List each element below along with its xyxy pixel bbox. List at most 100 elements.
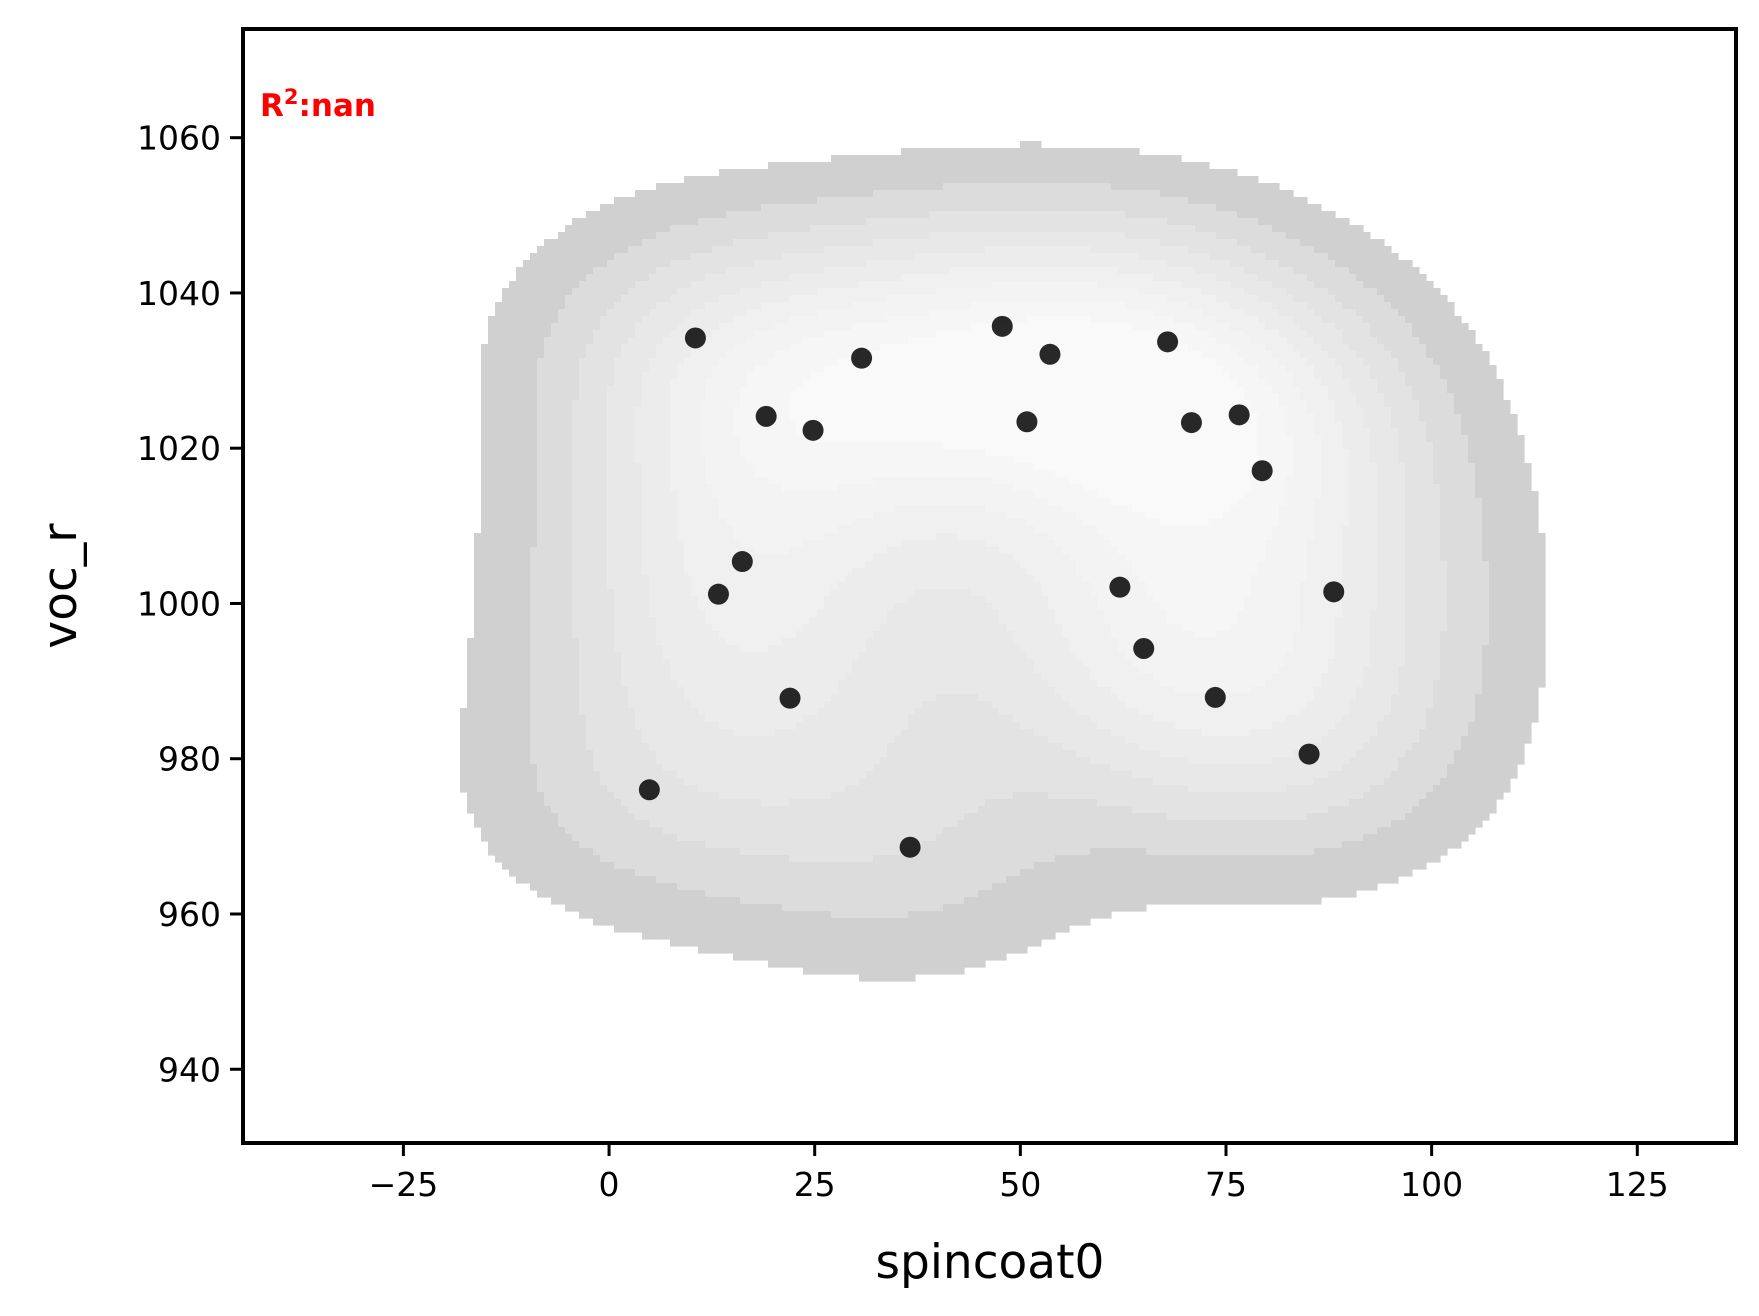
density-cell [929, 239, 937, 247]
density-cell [726, 274, 734, 282]
density-cell [1174, 281, 1182, 289]
density-cell [1447, 379, 1455, 387]
density-cell [1181, 232, 1189, 240]
density-cell [558, 295, 566, 303]
density-cell [1223, 204, 1231, 212]
density-cell [579, 344, 587, 352]
density-cell [712, 358, 720, 366]
density-cell [1118, 344, 1126, 352]
density-cell [1251, 365, 1259, 373]
density-cell [901, 407, 909, 415]
density-cell [761, 218, 769, 226]
density-cell [1349, 337, 1357, 345]
density-cell [908, 337, 916, 345]
density-cell [1335, 239, 1343, 247]
density-cell [1041, 211, 1049, 219]
density-cell [992, 351, 1000, 359]
density-cell [866, 197, 874, 205]
density-cell [726, 190, 734, 198]
density-cell [1202, 393, 1210, 401]
density-cell [824, 323, 832, 331]
density-cell [1097, 372, 1105, 380]
density-cell [1335, 316, 1343, 324]
density-cell [635, 274, 643, 282]
density-cell [719, 295, 727, 303]
density-cell [1300, 421, 1308, 429]
density-cell [523, 414, 531, 422]
density-cell [936, 204, 944, 212]
density-cell [824, 288, 832, 296]
density-cell [985, 155, 993, 163]
density-cell [656, 330, 664, 338]
density-cell [684, 288, 692, 296]
density-cell [971, 211, 979, 219]
density-cell [1405, 288, 1413, 296]
density-cell [656, 379, 664, 387]
density-cell [824, 162, 832, 170]
density-cell [663, 379, 671, 387]
density-cell [964, 358, 972, 366]
density-cell [1349, 400, 1357, 408]
density-cell [992, 379, 1000, 387]
density-cell [572, 372, 580, 380]
density-cell [1027, 379, 1035, 387]
density-cell [1237, 288, 1245, 296]
density-cell [1167, 365, 1175, 373]
density-cell [831, 204, 839, 212]
density-cell [1048, 379, 1056, 387]
density-cell [1300, 393, 1308, 401]
density-cell [936, 155, 944, 163]
density-cell [880, 253, 888, 261]
density-cell [649, 358, 657, 366]
density-cell [789, 267, 797, 275]
density-cell [1055, 253, 1063, 261]
density-cell [929, 302, 937, 310]
density-cell [1174, 302, 1182, 310]
density-cell [621, 288, 629, 296]
density-cell [1391, 302, 1399, 310]
density-cell [642, 253, 650, 261]
density-cell [831, 372, 839, 380]
density-cell [523, 288, 531, 296]
density-cell [915, 197, 923, 205]
density-cell [1279, 267, 1287, 275]
density-cell [873, 358, 881, 366]
density-cell [684, 225, 692, 233]
density-cell [859, 379, 867, 387]
density-cell [684, 393, 692, 401]
density-cell [761, 204, 769, 212]
density-cell [1489, 407, 1497, 415]
density-cell [565, 274, 573, 282]
density-cell [670, 225, 678, 233]
density-cell [1216, 407, 1224, 415]
density-cell [943, 316, 951, 324]
density-cell [516, 316, 524, 324]
density-cell [1272, 330, 1280, 338]
density-cell [1034, 274, 1042, 282]
density-cell [1349, 316, 1357, 324]
density-cell [523, 421, 531, 429]
density-cell [901, 344, 909, 352]
density-cell [1027, 232, 1035, 240]
density-cell [719, 218, 727, 226]
density-cell [1223, 309, 1231, 317]
density-cell [1398, 281, 1406, 289]
density-cell [1405, 372, 1413, 380]
density-cell [677, 225, 685, 233]
density-cell [572, 351, 580, 359]
density-cell [1125, 386, 1133, 394]
density-cell [1097, 232, 1105, 240]
density-cell [642, 302, 650, 310]
density-cell [1118, 330, 1126, 338]
density-cell [600, 323, 608, 331]
density-cell [1125, 253, 1133, 261]
density-cell [1370, 239, 1378, 247]
density-cell [950, 372, 958, 380]
density-cell [1272, 197, 1280, 205]
density-cell [985, 323, 993, 331]
density-cell [971, 309, 979, 317]
density-cell [733, 330, 741, 338]
density-cell [1097, 407, 1105, 415]
density-cell [586, 414, 594, 422]
density-cell [1146, 246, 1154, 254]
